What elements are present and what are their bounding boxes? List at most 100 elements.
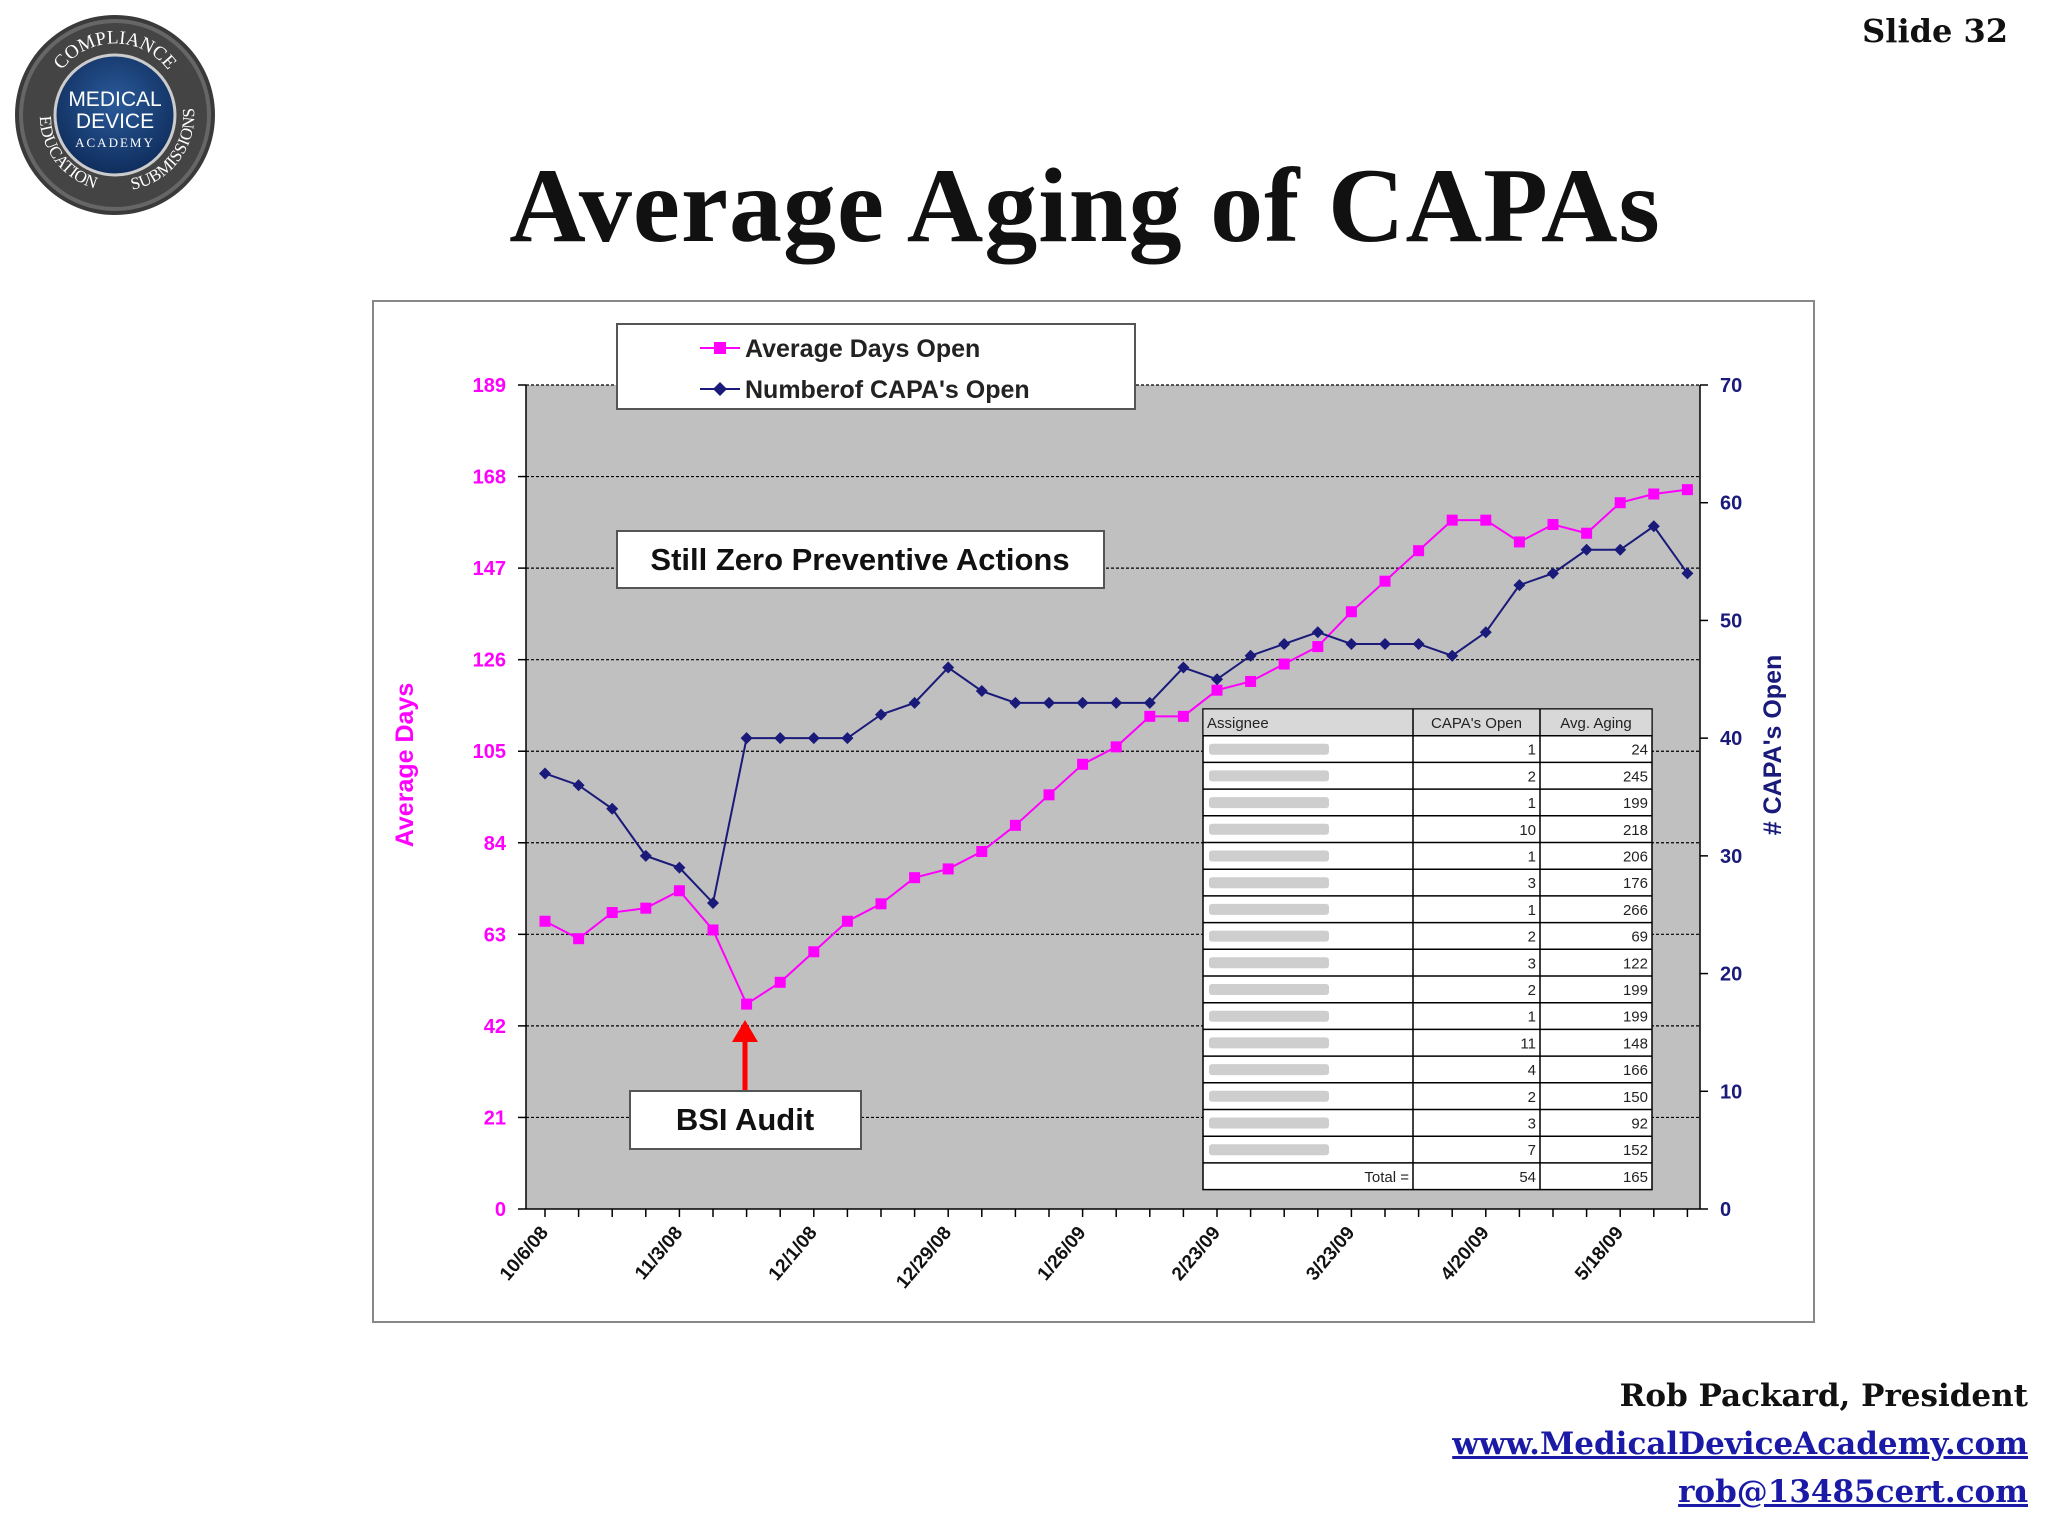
table-cell-open: 3 bbox=[1528, 1116, 1536, 1133]
point-avg-days bbox=[1446, 514, 1458, 526]
y-tick-label-right: 60 bbox=[1720, 493, 1742, 515]
point-capa-open bbox=[1143, 696, 1156, 709]
y-axis-label-right: # CAPA's Open bbox=[1759, 655, 1787, 836]
point-avg-days bbox=[1379, 575, 1391, 587]
redacted-assignee bbox=[1209, 984, 1329, 995]
table-cell-open: 1 bbox=[1528, 1009, 1536, 1026]
point-avg-days bbox=[774, 976, 786, 988]
table-cell-aging: 199 bbox=[1623, 795, 1648, 812]
table-cell-aging: 218 bbox=[1623, 822, 1648, 839]
legend-marker-capa-open bbox=[713, 382, 727, 396]
point-avg-days bbox=[1681, 484, 1693, 496]
point-avg-days bbox=[1144, 710, 1156, 722]
y-axis-label-left: Average Days bbox=[391, 683, 419, 847]
point-capa-open bbox=[1076, 696, 1089, 709]
table-cell-aging: 148 bbox=[1623, 1035, 1648, 1052]
y-tick-label-left: 126 bbox=[473, 650, 506, 672]
redacted-assignee bbox=[1209, 1037, 1329, 1049]
point-avg-days bbox=[1177, 710, 1189, 722]
point-avg-days bbox=[1581, 527, 1593, 539]
point-avg-days bbox=[606, 907, 618, 919]
point-avg-days bbox=[1648, 488, 1660, 500]
point-avg-days bbox=[841, 915, 853, 927]
logo-center-line2: DEVICE bbox=[76, 110, 154, 133]
point-capa-open bbox=[606, 802, 619, 815]
point-capa-open bbox=[740, 732, 753, 745]
table-cell-aging: 152 bbox=[1623, 1142, 1648, 1159]
point-avg-days bbox=[1009, 819, 1021, 831]
email-link[interactable]: rob@13485cert.com bbox=[1678, 1474, 2028, 1510]
redacted-assignee bbox=[1209, 1064, 1329, 1076]
redacted-assignee bbox=[1209, 850, 1329, 862]
table-cell-aging: 166 bbox=[1623, 1062, 1648, 1079]
y-tick-label-right: 40 bbox=[1720, 728, 1742, 750]
table-cell-open: 3 bbox=[1528, 875, 1536, 892]
logo-center-line1: MEDICAL bbox=[68, 88, 161, 111]
point-avg-days bbox=[875, 898, 887, 910]
point-capa-open bbox=[1311, 626, 1324, 639]
y-tick-label-right: 0 bbox=[1720, 1199, 1731, 1221]
preventive-annotation: Still Zero Preventive Actions bbox=[616, 530, 1105, 589]
point-capa-open bbox=[1345, 637, 1358, 650]
table-header-open: CAPA's Open bbox=[1431, 715, 1522, 732]
y-tick-label-left: 63 bbox=[484, 924, 506, 946]
svg-text:Still Zero Preventive Actions: Still Zero Preventive Actions bbox=[650, 542, 1069, 577]
point-capa-open bbox=[539, 767, 551, 780]
table-cell-open: 1 bbox=[1528, 849, 1536, 866]
point-capa-open bbox=[1647, 520, 1660, 533]
table-cell-aging: 24 bbox=[1631, 742, 1648, 759]
table-cell-aging: 176 bbox=[1623, 875, 1648, 892]
table-header-aging: Avg. Aging bbox=[1560, 715, 1631, 732]
y-tick-label-left: 147 bbox=[473, 558, 506, 580]
table-cell-aging: 150 bbox=[1623, 1089, 1648, 1106]
y-tick-label-left: 168 bbox=[473, 467, 506, 489]
legend-label-capa-open: Numberof CAPA's Open bbox=[745, 376, 1030, 404]
point-avg-days bbox=[1614, 497, 1626, 509]
redacted-assignee bbox=[1209, 1010, 1329, 1022]
point-capa-open bbox=[875, 708, 887, 721]
table-total-aging: 165 bbox=[1623, 1169, 1648, 1186]
table-cell-open: 2 bbox=[1528, 1089, 1536, 1106]
table-cell-open: 2 bbox=[1528, 768, 1536, 785]
point-avg-days bbox=[1312, 641, 1324, 653]
point-avg-days bbox=[539, 915, 551, 927]
redacted-assignee bbox=[1209, 903, 1329, 915]
redacted-assignee bbox=[1209, 1144, 1329, 1156]
y-tick-label-left: 84 bbox=[484, 833, 507, 855]
y-tick-label-left: 189 bbox=[473, 375, 506, 397]
y-tick-label-left: 0 bbox=[495, 1199, 506, 1221]
table-cell-open: 1 bbox=[1528, 902, 1536, 919]
table-cell-aging: 122 bbox=[1623, 955, 1648, 972]
table-cell-aging: 199 bbox=[1623, 1009, 1648, 1026]
point-capa-open bbox=[807, 732, 820, 745]
point-capa-open bbox=[1614, 543, 1627, 556]
table-cell-open: 2 bbox=[1528, 929, 1536, 946]
point-capa-open bbox=[1244, 649, 1257, 662]
table-total-label: Total = bbox=[1364, 1169, 1409, 1186]
point-avg-days bbox=[573, 933, 585, 945]
table-cell-open: 10 bbox=[1519, 822, 1536, 839]
point-capa-open bbox=[1211, 673, 1223, 686]
point-capa-open bbox=[1278, 637, 1291, 650]
presenter-name: Rob Packard, President bbox=[1619, 1378, 2028, 1414]
point-capa-open bbox=[1580, 543, 1593, 556]
table-cell-open: 7 bbox=[1528, 1142, 1536, 1159]
legend-marker-avg-days bbox=[714, 342, 726, 354]
point-capa-open bbox=[1177, 661, 1190, 674]
table-cell-open: 11 bbox=[1520, 1035, 1536, 1052]
slide-number: Slide 32 bbox=[1862, 12, 2008, 50]
point-capa-open bbox=[1379, 637, 1391, 650]
point-capa-open bbox=[942, 661, 955, 674]
legend: Average Days Open Numberof CAPA's Open bbox=[616, 323, 1136, 410]
point-capa-open bbox=[1110, 696, 1123, 709]
point-capa-open bbox=[639, 849, 652, 862]
redacted-assignee bbox=[1209, 930, 1329, 942]
academy-logo: COMPLIANCE EDUCATION SUBMISSIONS MEDICAL… bbox=[15, 15, 215, 215]
table-cell-aging: 92 bbox=[1631, 1116, 1648, 1133]
y-tick-label-left: 42 bbox=[484, 1016, 506, 1038]
redacted-assignee bbox=[1209, 1090, 1329, 1102]
point-avg-days bbox=[1513, 536, 1525, 548]
website-link[interactable]: www.MedicalDeviceAcademy.com bbox=[1452, 1426, 2028, 1462]
point-avg-days bbox=[1211, 684, 1223, 696]
